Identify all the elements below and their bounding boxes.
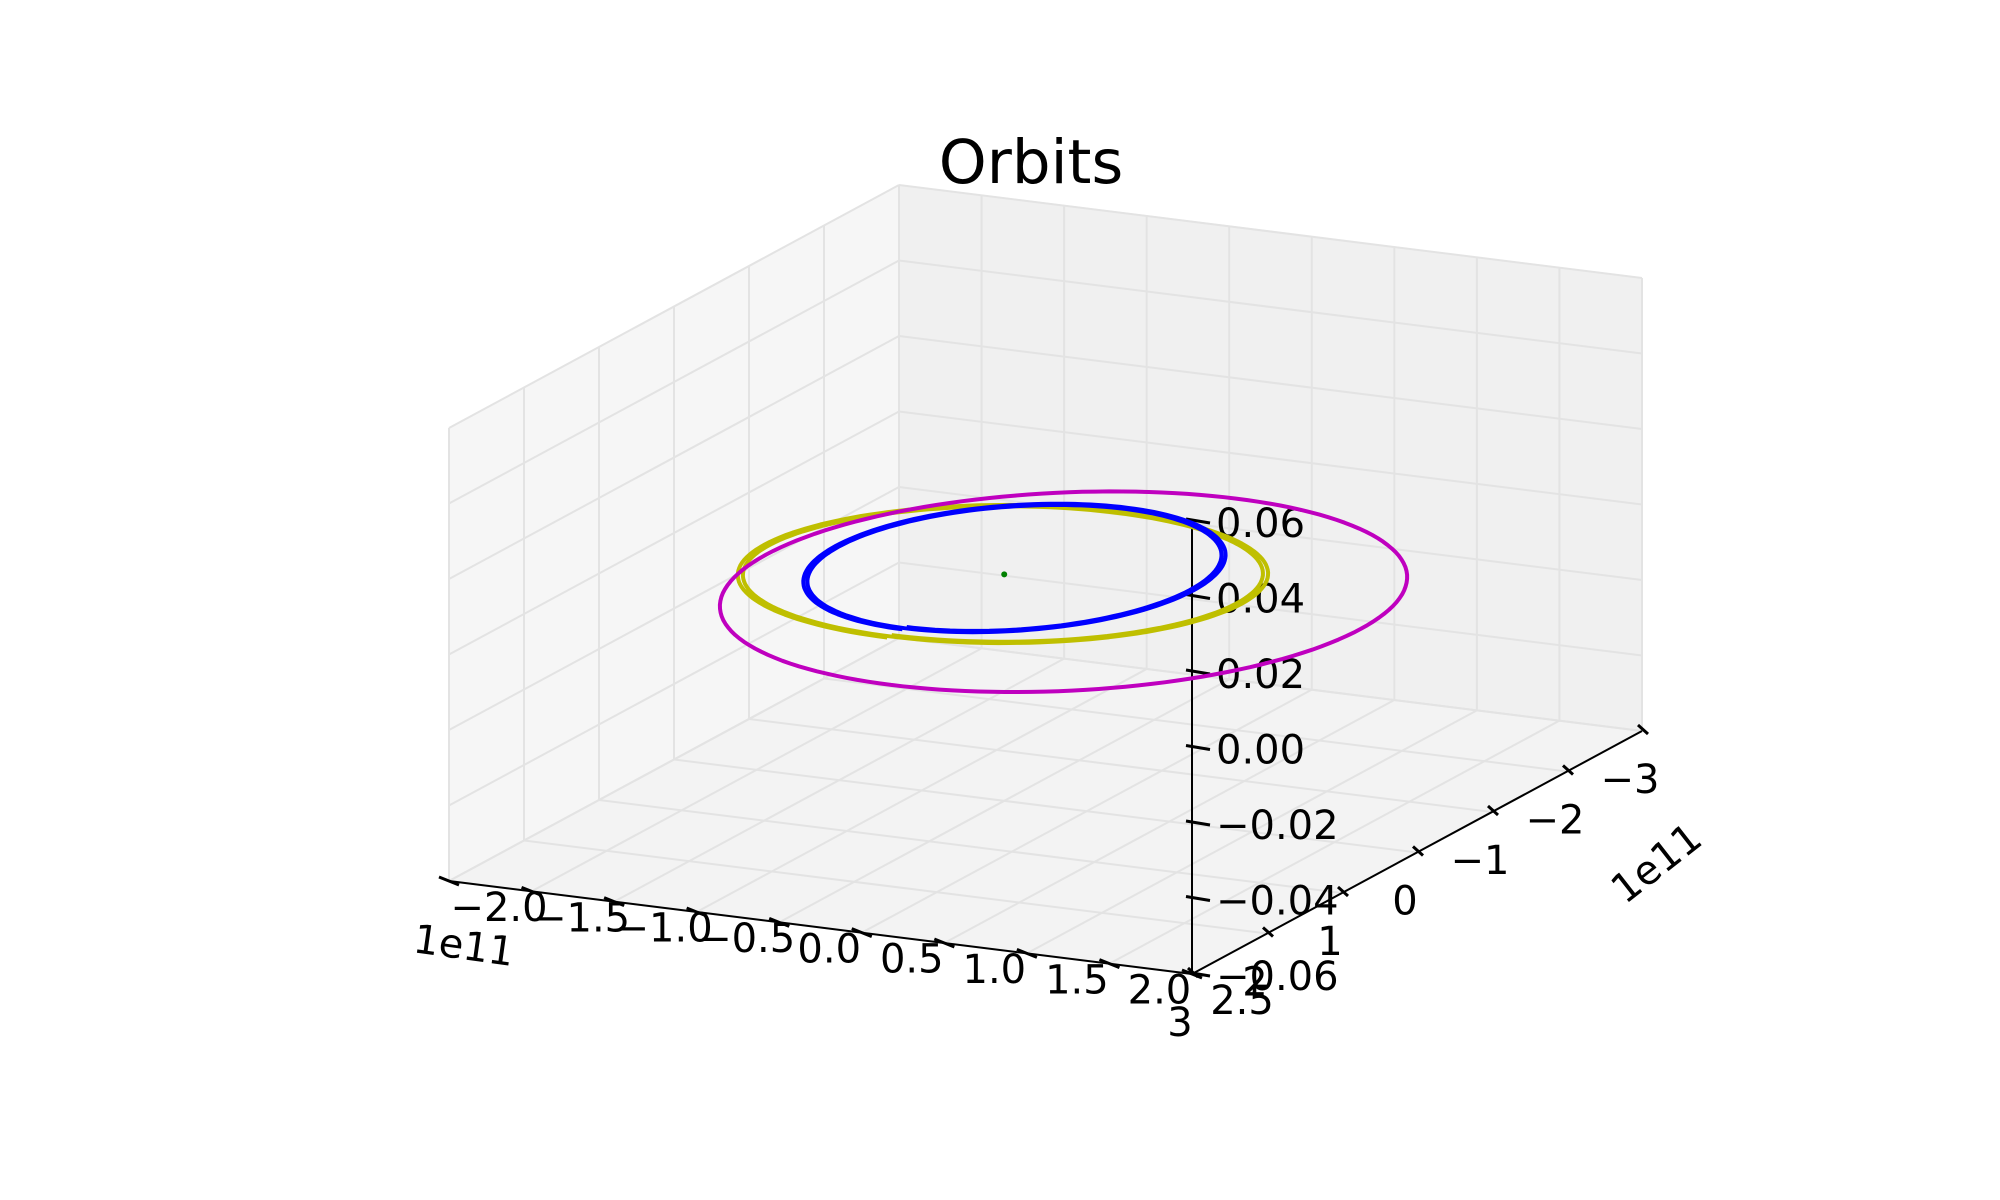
z-gridline-back — [898, 637, 1643, 732]
y-tick-mark — [603, 896, 625, 908]
y-tick-mark — [851, 927, 873, 939]
z-gridline-left — [448, 410, 900, 656]
y-tick-label: 2.5 — [1210, 978, 1274, 1024]
y-tick-mark — [933, 937, 955, 949]
x-tick-mark — [1486, 804, 1500, 817]
z-tick-label: −0.02 — [1216, 803, 1339, 849]
z-tick-mark — [1185, 744, 1211, 751]
y-tick-label: 1.0 — [963, 947, 1027, 993]
z-gridline-left — [448, 184, 900, 429]
z-tick-mark — [1185, 895, 1211, 902]
x-tick-mark — [1261, 926, 1275, 938]
x-tick-label: 1 — [1317, 919, 1342, 965]
z-gridline-left — [448, 637, 900, 882]
x-tick-label: −2 — [1526, 798, 1585, 844]
x-tick-mark — [1636, 723, 1650, 736]
x-tick-label: 2 — [1242, 960, 1267, 1006]
x-gridline-floor — [673, 758, 1418, 854]
z-tick-mark — [1185, 819, 1211, 827]
y-tick-mark — [438, 875, 460, 887]
z-tick-label: −0.04 — [1216, 879, 1339, 925]
chart-series — [717, 489, 1410, 694]
chart-title: Orbits — [939, 127, 1123, 198]
chart-grid — [448, 184, 1643, 975]
y-gridline-floor — [778, 678, 1230, 924]
series-line-2 — [717, 489, 1410, 694]
y-gridline-floor — [943, 699, 1395, 944]
y-tick-mark — [520, 885, 543, 897]
x-tick-label: −3 — [1601, 757, 1660, 803]
y-tick-label: 1.5 — [1045, 957, 1109, 1003]
z-tick-mark — [1185, 668, 1211, 676]
y-gridline-floor — [531, 647, 983, 893]
y-gridline-floor — [696, 668, 1148, 913]
y-gridline-floor — [861, 688, 1313, 934]
x-tick-mark — [1561, 764, 1575, 776]
z-gridline-back — [898, 259, 1643, 355]
x-tick-label: 0 — [1392, 879, 1417, 925]
z-tick-label: 0.02 — [1216, 652, 1305, 698]
y-tick-mark — [1098, 958, 1121, 970]
z-gridline-back — [898, 410, 1643, 506]
y-tick-label: 0.0 — [797, 926, 861, 972]
x-gridline-floor — [748, 718, 1493, 813]
y-tick-label: 0.5 — [880, 937, 944, 983]
z-tick-mark — [1185, 593, 1211, 600]
x-gridline-floor — [598, 799, 1343, 894]
z-gridline-back — [898, 335, 1643, 430]
z-tick-mark — [1185, 517, 1211, 525]
x-axis-line — [1191, 730, 1643, 975]
z-tick-label: −0.06 — [1216, 954, 1339, 1000]
x-tick-mark — [1411, 845, 1425, 857]
x-tick-label: −1 — [1451, 838, 1510, 884]
x-tick-label: 3 — [1167, 1000, 1192, 1046]
z-gridline-left — [448, 259, 900, 505]
y-tick-mark — [1016, 947, 1038, 959]
z-gridline-back — [898, 184, 1643, 279]
x-tick-mark — [1336, 885, 1350, 898]
series-line-0 — [735, 502, 1271, 646]
z-gridline-back — [898, 561, 1643, 657]
y-tick-mark — [686, 906, 708, 918]
y-axis-offset-label: 1e11 — [1603, 814, 1711, 912]
y-gridline-floor — [613, 657, 1065, 903]
y-gridline-floor — [1108, 719, 1560, 965]
z-tick-label: 0.00 — [1216, 728, 1305, 774]
z-gridline-left — [448, 335, 900, 580]
x-gridline-floor — [523, 839, 1268, 935]
x-gridline-floor — [823, 677, 1568, 773]
z-tick-mark — [1185, 970, 1211, 978]
series-line-1 — [801, 501, 1228, 635]
y-tick-label: 2.0 — [1128, 968, 1192, 1014]
y-axis-line — [448, 880, 1193, 975]
series-point-3 — [1001, 571, 1008, 578]
y-tick-mark — [768, 916, 790, 928]
z-gridline-back — [898, 486, 1643, 581]
y-gridline-floor — [1026, 709, 1478, 955]
